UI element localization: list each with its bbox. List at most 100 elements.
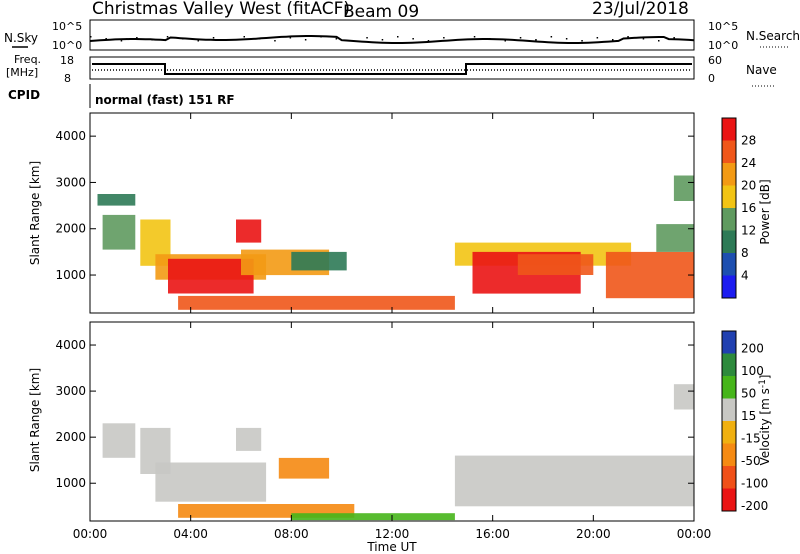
cpid-value: normal (fast) 151 RF — [95, 93, 235, 107]
nsky-dot — [105, 38, 107, 40]
nave-tick-top: 60 — [708, 54, 722, 67]
colorbar-tick-label: 20 — [741, 179, 756, 193]
power-y-label: Slant Range [km] — [28, 161, 42, 265]
colorbar-tick-label: -15 — [741, 432, 761, 446]
nsky-dots — [90, 36, 691, 42]
nsky-dot — [504, 40, 506, 42]
colorbar-swatch — [722, 208, 736, 231]
colorbar-swatch — [722, 443, 736, 466]
nsky-tick-top: 10^5 — [52, 20, 82, 33]
nsky-dot — [458, 39, 460, 41]
nsky-dot — [642, 38, 645, 40]
heatmap-cell — [168, 258, 254, 294]
y-tick-label: 2000 — [55, 430, 86, 444]
nsky-dot — [289, 37, 292, 39]
colorbar-tick-label: 100 — [741, 364, 764, 378]
velocity-colorbar: 200 100 50 15 -15 -50 -100 -200 — [721, 330, 768, 513]
nsky-dot — [612, 39, 614, 41]
colorbar-tick-label: 12 — [741, 224, 756, 238]
y-tick-label: 4000 — [55, 129, 86, 143]
date-label: 23/Jul/2018 — [592, 0, 689, 19]
nsky-dot — [212, 37, 215, 39]
colorbar-swatch — [722, 230, 736, 253]
colorbar-swatch — [722, 140, 736, 163]
nsky-dot — [258, 38, 261, 40]
heatmap-cell — [673, 175, 694, 201]
nsearch-tick-top: 10^5 — [708, 20, 738, 33]
power-colorbar: 4 8 12 16 20 24 28 — [721, 117, 756, 299]
heatmap-cell — [291, 513, 455, 521]
beam-label: Beam 09 — [343, 2, 419, 22]
nsky-dot — [197, 40, 199, 42]
velocity-cells — [102, 384, 694, 521]
colorbar-swatch — [722, 353, 736, 376]
colorbar-tick-label: 8 — [741, 246, 749, 260]
nsky-dot — [688, 39, 691, 41]
nsky-dot — [473, 36, 476, 38]
nsky-dot — [443, 37, 445, 39]
nsky-strip-frame — [89, 19, 695, 51]
nsky-dot — [427, 40, 430, 42]
nsky-dot — [320, 36, 322, 38]
nsky-dot — [673, 37, 675, 39]
colorbar-swatch — [722, 421, 736, 444]
time-x-axis: 00:00 04:00 08:00 12:00 16:00 20:00 00:00 — [73, 113, 712, 541]
y-tick-label: 4000 — [55, 338, 86, 352]
colorbar-swatch — [722, 253, 736, 276]
heatmap-cell — [656, 224, 695, 252]
colorbar-swatch — [722, 398, 736, 421]
nsky-dot — [581, 40, 583, 42]
nsky-dot — [166, 36, 169, 38]
heatmap-cell — [102, 423, 136, 458]
x-tick-label: 20:00 — [576, 527, 611, 541]
colorbar-tick-label: 200 — [741, 342, 764, 356]
power-colorbar-label: Power [dB] — [758, 179, 772, 244]
velocity-y-label: Slant Range [km] — [28, 368, 42, 472]
nave-label: Nave — [746, 63, 777, 77]
nsky-dot — [550, 36, 553, 38]
freq-label-line1: Freq. — [14, 53, 41, 66]
colorbar-swatch — [722, 275, 736, 298]
nsky-dot — [335, 38, 338, 40]
colorbar-swatch — [722, 163, 736, 186]
colorbar-swatch — [722, 376, 736, 399]
x-tick-label: 00:00 — [73, 527, 108, 541]
power-panel: 1000 2000 3000 4000 Slant Range [km] — [28, 112, 695, 314]
y-tick-label: 1000 — [55, 476, 86, 490]
x-tick-label: 04:00 — [173, 527, 208, 541]
nsky-dot — [228, 39, 230, 41]
colorbar-tick-label: 28 — [741, 134, 756, 148]
colorbar-swatch — [722, 331, 736, 354]
x-tick-label: 00:00 — [677, 527, 712, 541]
nsky-dot — [596, 37, 599, 39]
plot-title: Christmas Valley West (fitACF) — [92, 0, 350, 19]
heatmap-cell — [102, 214, 136, 250]
colorbar-swatch — [722, 118, 736, 141]
colorbar-frame — [721, 330, 737, 512]
colorbar-tick-label: -50 — [741, 454, 761, 468]
colorbar-frame — [721, 117, 737, 299]
nsky-dot — [304, 39, 307, 41]
power-cells — [97, 175, 695, 310]
colorbar-tick-label: 15 — [741, 409, 756, 423]
heatmap-cell — [278, 457, 330, 479]
colorbar-tick-label: 24 — [741, 156, 756, 170]
nsky-dot — [90, 36, 92, 38]
nsky-dot — [535, 39, 537, 41]
heatmap-cell — [236, 219, 262, 243]
heatmap-cell — [236, 427, 262, 451]
heatmap-cell — [454, 455, 694, 507]
nsky-dot — [489, 38, 491, 40]
y-tick-label: 3000 — [55, 384, 86, 398]
nsky-dot — [627, 36, 629, 38]
nsky-dot — [658, 40, 660, 42]
nsky-dot — [366, 37, 368, 39]
colorbar-swatch — [722, 488, 736, 511]
colorbar-tick-label: 4 — [741, 269, 749, 283]
nsearch-label: N.Search — [746, 29, 800, 43]
heatmap-cell — [97, 194, 136, 206]
x-tick-label: 08:00 — [274, 527, 309, 541]
velocity-panel: 1000 2000 3000 4000 Slant Range [km] — [28, 321, 695, 522]
power-y-axis: 1000 2000 3000 4000 — [55, 129, 694, 282]
